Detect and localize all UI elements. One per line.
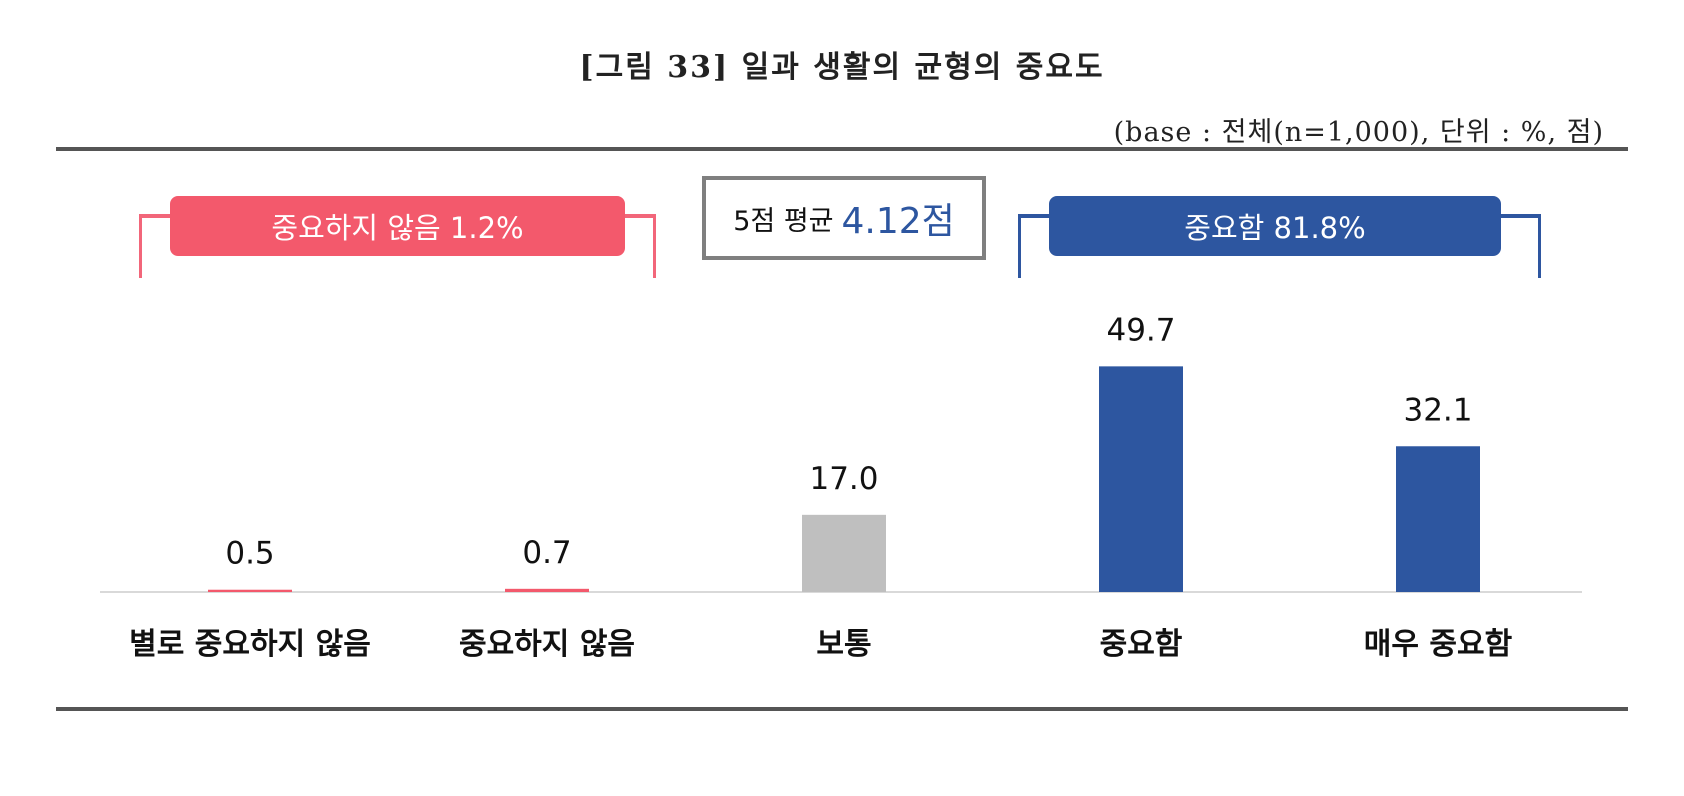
bottom-rule [56,707,1628,711]
bar-2 [505,588,589,592]
bar-3 [802,514,886,592]
category-label-3: 보통 [816,627,871,662]
top-rule [56,147,1628,151]
average-score-value: 4.12점 [841,201,955,242]
bar-4 [1099,366,1183,592]
bar-value-label-1: 0.5 [225,536,274,572]
figure-title: [그림 33] 일과 생활의 균형의 중요도 [579,50,1105,85]
base-note: (base : 전체(n=1,000), 단위 : %, 점) [1113,117,1604,148]
bar-5 [1396,446,1480,592]
bar-value-label-5: 32.1 [1403,392,1472,428]
bar-value-label-3: 17.0 [809,461,878,497]
bars-group: 0.5 별로 중요하지 않음 0.7 중요하지 않음 17.0 보통 49.7 중요함 32.1… [129,312,1512,662]
average-score-box: 5점 평균 4.12점 [702,176,986,260]
bar-value-label-4: 49.7 [1106,312,1175,348]
not-important-summary-label: 중요하지 않음 1.2% [271,211,524,245]
category-label-5: 매우 중요함 [1364,627,1513,662]
important-summary-label: 중요함 81.8% [1184,211,1366,245]
not-important-summary-badge: 중요하지 않음 1.2% [170,196,625,256]
bar-value-label-2: 0.7 [522,535,571,571]
average-score-label: 5점 평균 [733,205,834,237]
category-label-1: 별로 중요하지 않음 [129,627,371,662]
category-label-2: 중요하지 않음 [459,627,635,662]
important-summary-badge: 중요함 81.8% [1049,196,1501,256]
bar-1 [208,589,292,592]
category-label-4: 중요함 [1100,627,1183,662]
